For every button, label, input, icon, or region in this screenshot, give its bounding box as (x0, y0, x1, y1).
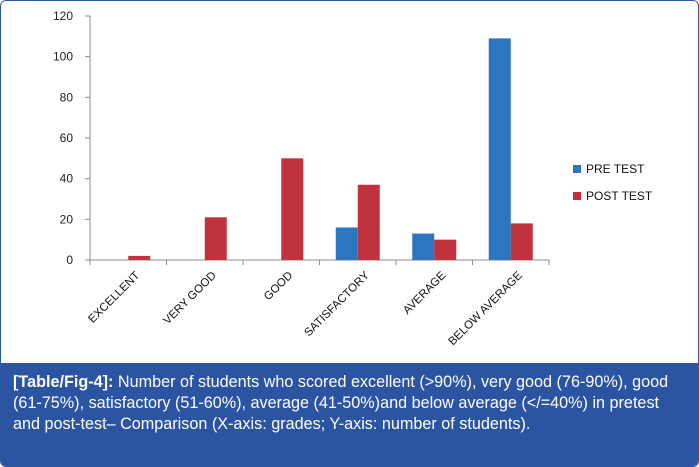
y-tick-label: 80 (60, 90, 74, 104)
legend-label: POST TEST (586, 189, 653, 203)
x-category-label: BELOW AVERAGE (446, 269, 525, 348)
y-tick-label: 20 (60, 212, 74, 226)
y-tick-label: 60 (60, 131, 74, 145)
bar-post (128, 255, 151, 260)
figure-caption: [Table/Fig-4]: Number of students who sc… (1, 363, 698, 466)
bar-post (434, 239, 457, 260)
bar-pre (488, 38, 511, 260)
bar-post (357, 184, 380, 260)
x-category-label: GOOD (262, 270, 295, 303)
y-tick-label: 0 (66, 253, 73, 267)
y-tick-label: 40 (60, 172, 74, 186)
legend-label: PRE TEST (586, 162, 645, 176)
chart-area: 0 20 40 60 80 100 120 EXCELLENT VERY GOOD GOOD SAT… (1, 1, 698, 363)
x-category-label: SATISFACTORY (302, 269, 372, 339)
legend-swatch (573, 165, 581, 173)
legend-swatch (573, 192, 581, 200)
caption-text: Number of students who scored excellent … (13, 373, 669, 433)
bar-post (281, 158, 304, 260)
bar-post (510, 223, 533, 260)
y-tick-label: 100 (53, 50, 73, 64)
bar-chart: 0 20 40 60 80 100 120 EXCELLENT VERY GOOD GOOD SAT… (53, 9, 653, 348)
x-category-label: VERY GOOD (161, 270, 218, 327)
y-tick-label: 120 (53, 9, 73, 23)
bar-pre (412, 233, 435, 260)
caption-tag: [Table/Fig-4]: (13, 373, 114, 391)
bar-pre (335, 227, 358, 260)
bar-post (204, 217, 227, 260)
x-category-label: AVERAGE (401, 269, 448, 316)
x-category-label: EXCELLENT (86, 270, 142, 326)
